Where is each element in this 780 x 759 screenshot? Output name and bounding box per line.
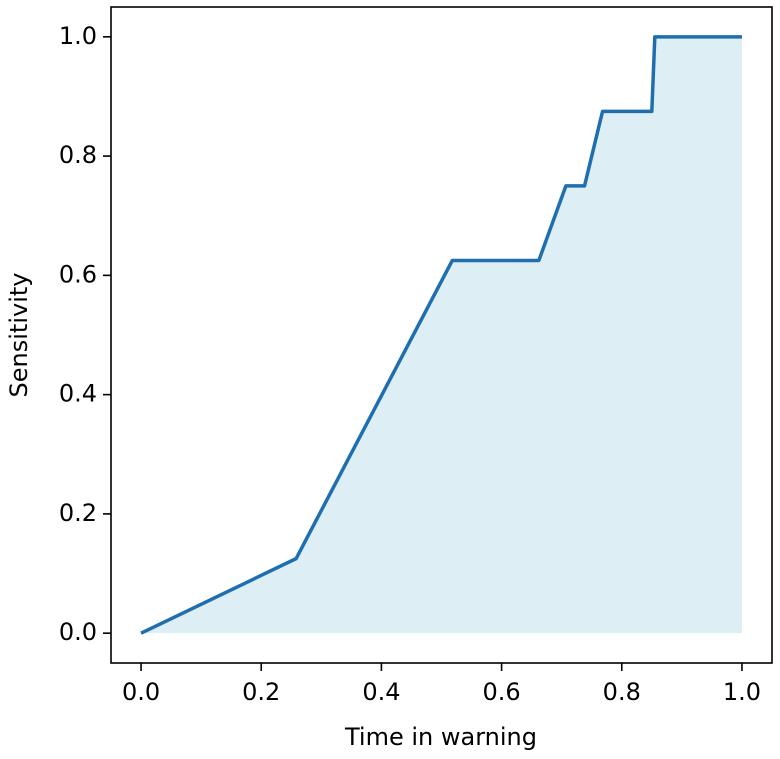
y-tick-label: 1.0 [59, 22, 97, 50]
x-tick-label: 0.0 [122, 678, 160, 706]
y-tick-label: 0.6 [59, 260, 97, 288]
plot-frame [110, 6, 773, 664]
y-tick-label: 0.0 [59, 618, 97, 646]
x-tick-label: 0.8 [603, 678, 641, 706]
x-axis-label: Time in warning [344, 723, 537, 751]
y-tick-label: 0.8 [59, 141, 97, 169]
line [140, 35, 742, 635]
y-axis-label: Sensitivity [5, 273, 33, 398]
x-tick-label: 1.0 [723, 678, 761, 706]
x-tick-label: 0.2 [242, 678, 280, 706]
y-tick-label: 0.2 [59, 499, 97, 527]
x-tick-label: 0.4 [362, 678, 400, 706]
area-fill [141, 36, 742, 634]
y-tick-label: 0.4 [59, 380, 97, 408]
x-tick-label: 0.6 [483, 678, 521, 706]
